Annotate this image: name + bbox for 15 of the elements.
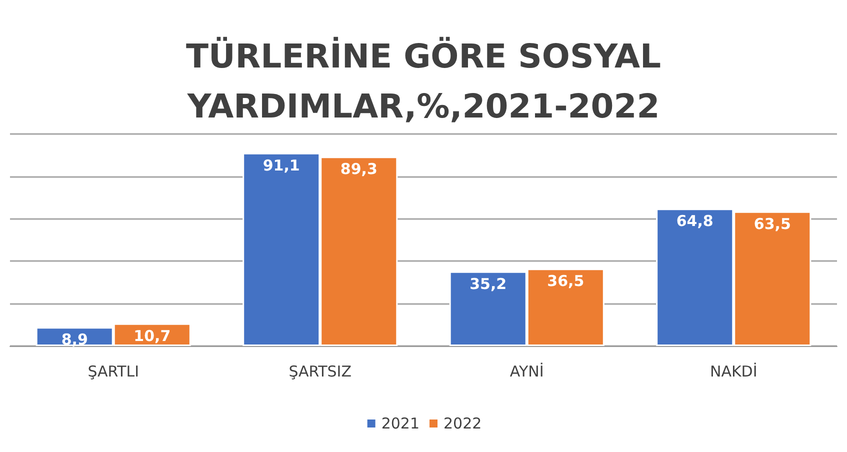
legend-label: 2021 [381,414,420,432]
x-tick-label: ŞARTLI [88,362,140,380]
x-tick-label: ŞARTSIZ [288,362,352,380]
data-label: 10,7 [134,326,171,345]
x-tick-label: NAKDİ [710,362,758,380]
data-label: 8,9 [61,330,88,349]
data-label: 36,5 [547,272,584,290]
data-label: 63,5 [754,214,791,233]
data-label: 64,8 [676,212,714,230]
data-label: 89,3 [340,160,378,178]
chart-title: TÜRLERİNE GÖRE SOSYAL YARDIMLAR,%,2021-2022 [186,36,662,126]
data-label: 35,2 [470,274,507,293]
data-label: 91,1 [262,156,300,174]
x-tick-label: AYNİ [510,362,544,380]
legend-label: 2022 [444,414,482,432]
